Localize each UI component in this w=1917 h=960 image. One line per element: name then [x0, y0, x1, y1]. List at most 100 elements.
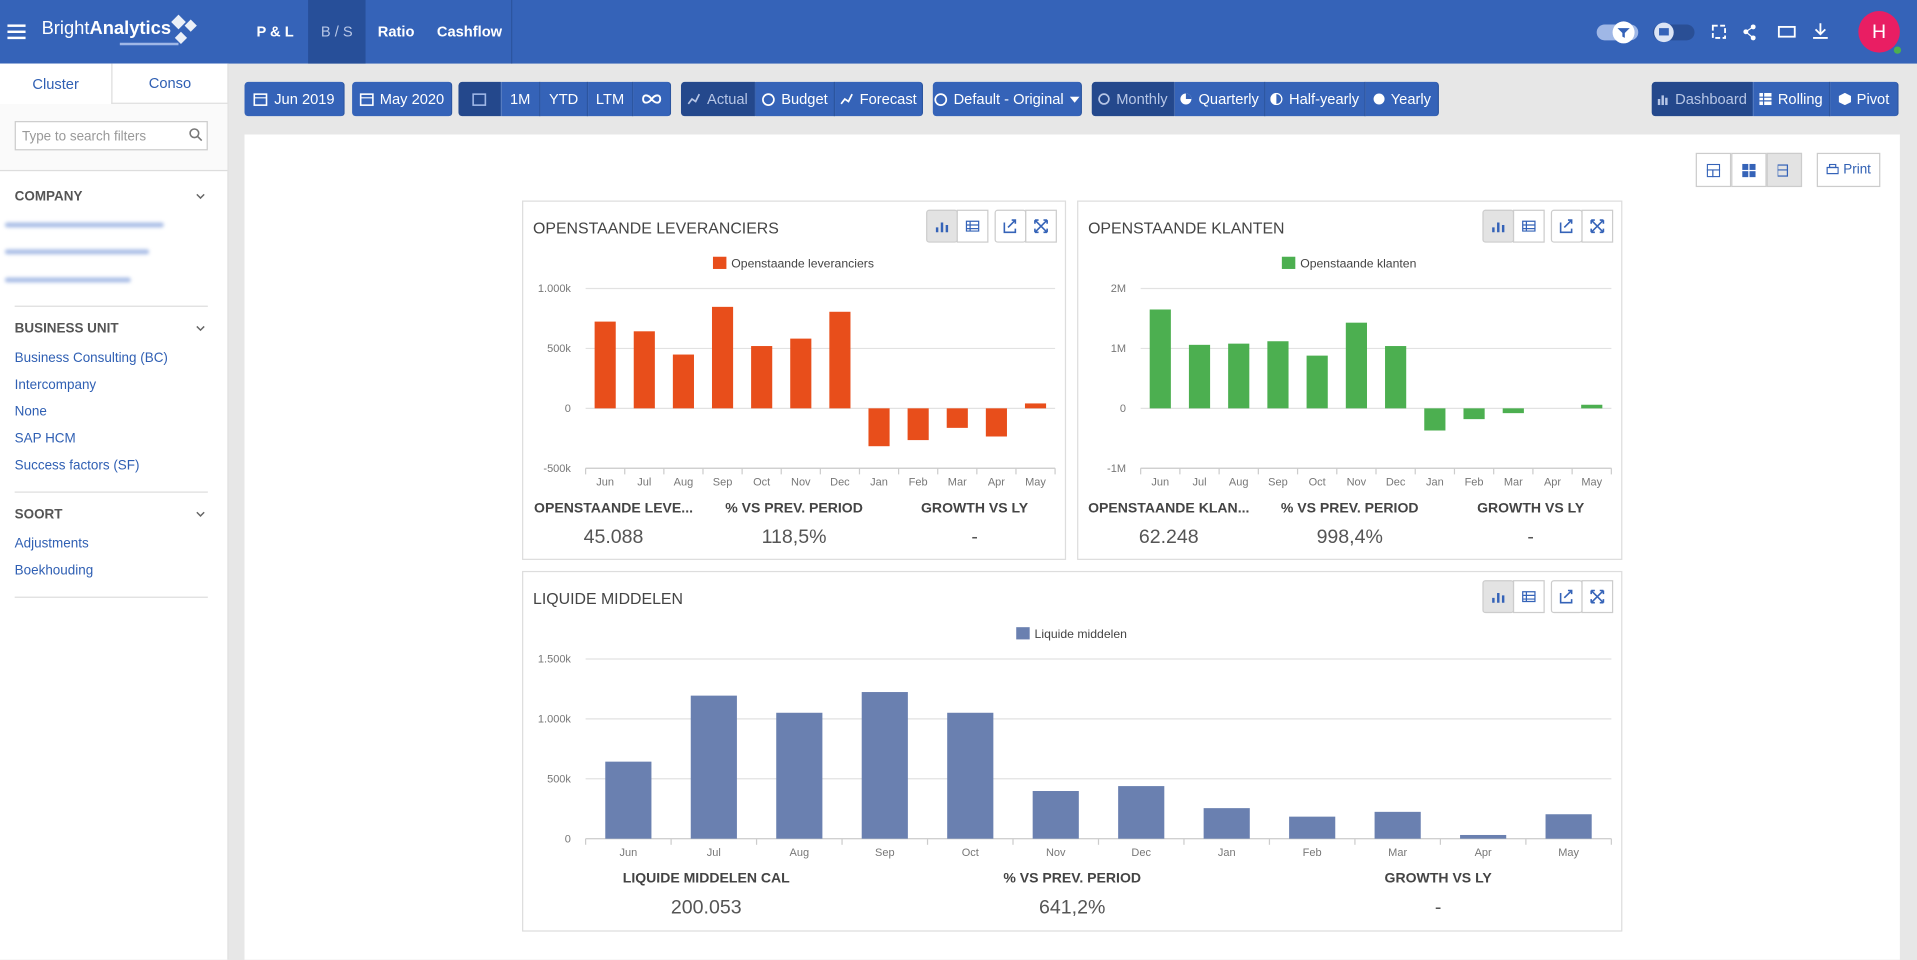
chart-tool-button[interactable] — [1550, 209, 1583, 243]
range-button[interactable]: YTD — [540, 81, 589, 117]
scenario-button[interactable]: Budget — [755, 81, 836, 117]
chart-card: OPENSTAANDE LEVERANCIERS -500k 0 500k 1.000k… — [522, 200, 1067, 560]
y-tick-label: 0 — [565, 403, 571, 415]
chart-tool-button[interactable] — [1550, 580, 1583, 614]
filter-item[interactable]: None — [14, 404, 47, 420]
group-title[interactable]: COMPANY — [14, 189, 83, 205]
end-date-button[interactable]: May 2020 — [352, 81, 453, 117]
periodicity-button[interactable]: Yearly — [1365, 81, 1439, 117]
filter-item[interactable]: Boekhouding — [14, 563, 94, 579]
filter-item[interactable]: Adjustments — [14, 536, 89, 552]
search-icon — [189, 128, 203, 142]
y-tick-label: 1.000k — [538, 283, 572, 295]
scenario-button-active[interactable]: Actual — [680, 81, 756, 117]
search-input[interactable]: Type to search filters — [14, 121, 208, 151]
x-tick-label: Aug — [1229, 476, 1249, 488]
x-tick-label: May — [1581, 476, 1602, 488]
view-button[interactable]: Pivot — [1830, 81, 1899, 117]
bar-icon — [1492, 592, 1505, 603]
x-tick-label: Apr — [1475, 847, 1492, 859]
sidebar-tab[interactable]: Conso — [111, 63, 228, 104]
x-tick-label: Mar — [1388, 847, 1407, 859]
bar — [1460, 834, 1507, 839]
brand[interactable]: BrightAnalytics — [42, 18, 171, 39]
periodicity-label: Yearly — [1390, 90, 1431, 108]
nav-tab-active[interactable]: B / S — [308, 0, 366, 64]
chart-tool-button[interactable] — [1512, 209, 1545, 243]
kpi-label: LIQUIDE MIDDELEN CAL — [623, 870, 790, 886]
scenario-button[interactable]: Forecast — [835, 81, 924, 117]
kpi-label: % VS PREV. PERIOD — [1003, 870, 1141, 886]
nav-tab[interactable]: P & L — [256, 23, 294, 41]
brand-bold: Analytics — [89, 18, 172, 40]
bar — [1545, 814, 1592, 839]
x-tick-label: Jul — [707, 847, 721, 859]
header-icons[interactable] — [1589, 17, 1846, 46]
bar — [1267, 341, 1289, 409]
layout-button[interactable] — [1695, 152, 1732, 188]
custom-range-button[interactable] — [458, 81, 502, 117]
kpi-value: - — [971, 526, 978, 548]
bar — [868, 408, 890, 447]
filter-item[interactable]: Success factors (SF) — [14, 458, 140, 474]
bar — [1188, 344, 1211, 409]
group-title[interactable]: BUSINESS UNIT — [14, 321, 119, 337]
start-date-button[interactable]: Jun 2019 — [244, 81, 345, 117]
chart-tool-button[interactable] — [1512, 580, 1545, 614]
filter-item[interactable]: Intercompany — [14, 377, 97, 393]
bar — [829, 311, 851, 409]
range-button[interactable]: LTM — [588, 81, 634, 117]
bar — [1345, 322, 1367, 409]
x-tick-label: Apr — [1544, 476, 1561, 488]
print-button[interactable]: Print — [1816, 152, 1881, 188]
chevrons[interactable] — [196, 192, 206, 583]
kpi-label: GROWTH VS LY — [1385, 870, 1493, 886]
expand-icon — [1590, 589, 1605, 604]
avatar[interactable]: H — [1856, 9, 1905, 58]
range-button[interactable]: 1M — [501, 81, 541, 117]
filter-item[interactable]: SAP HCM — [14, 431, 76, 447]
view-button[interactable]: Rolling — [1753, 81, 1831, 117]
x-tick-label: Jul — [637, 476, 651, 488]
periodicity-button[interactable]: Half-yearly — [1265, 81, 1366, 117]
x-tick-label: Jan — [1426, 476, 1444, 488]
bar — [985, 408, 1007, 437]
nav-tab[interactable]: Cashflow — [428, 0, 513, 64]
view-button-active[interactable]: Dashboard — [1651, 81, 1754, 117]
chart-tool-button[interactable] — [956, 209, 989, 243]
nav-tab[interactable]: Ratio — [377, 23, 415, 41]
print-label: Print — [1843, 162, 1871, 178]
layout-button-active[interactable] — [1766, 152, 1803, 188]
half-icon — [1270, 92, 1283, 106]
y-tick-label: 2M — [1111, 283, 1126, 295]
version-icon — [934, 92, 948, 106]
bar — [1203, 808, 1250, 839]
x-tick-label: Sep — [713, 476, 733, 488]
periodicity-button-active[interactable]: Monthly — [1091, 81, 1175, 117]
calendar-icon — [359, 93, 374, 106]
y-tick-label: 1.500k — [538, 654, 572, 666]
bars-icon — [1657, 95, 1668, 106]
x-tick-label: Aug — [674, 476, 694, 488]
x-tick-label: May — [1025, 476, 1046, 488]
filter-item[interactable]: Business Consulting (BC) — [14, 350, 168, 366]
search-placeholder: Type to search filters — [22, 129, 147, 145]
layout-button[interactable] — [1731, 152, 1767, 188]
table-icon — [965, 220, 980, 232]
bar-icon — [1492, 222, 1505, 233]
bar — [1024, 403, 1047, 409]
bar — [1385, 346, 1407, 409]
bar — [947, 712, 994, 839]
kpi-value: 45.088 — [584, 526, 644, 548]
menu-icon[interactable] — [7, 23, 26, 40]
periodicity-button[interactable]: Quarterly — [1174, 81, 1266, 117]
kpi-value: 62.248 — [1139, 526, 1199, 548]
all-range-button[interactable] — [633, 81, 672, 117]
x-tick-label: Jul — [1192, 476, 1206, 488]
version-dropdown[interactable]: Default - Original — [932, 81, 1082, 117]
chart-tool-button[interactable] — [994, 209, 1027, 243]
y-tick-label: 0 — [1120, 403, 1126, 415]
bar-icon — [935, 222, 949, 233]
sidebar-tab[interactable]: Cluster — [32, 75, 79, 93]
group-title[interactable]: SOORT — [14, 507, 63, 523]
